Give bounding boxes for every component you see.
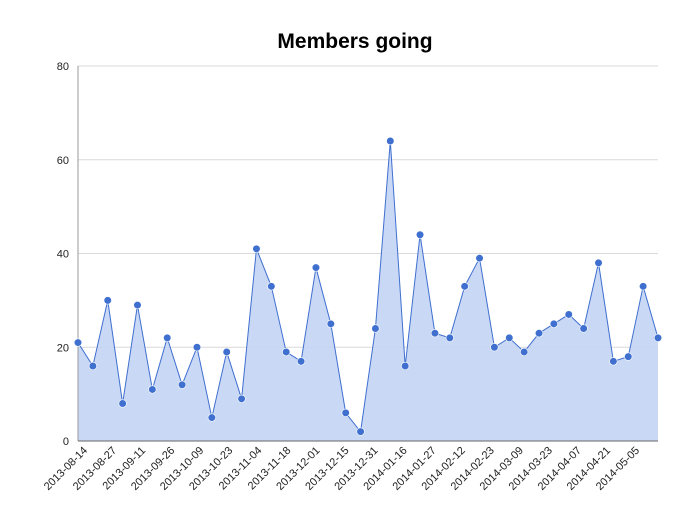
y-tick-label: 20 — [57, 342, 69, 354]
data-point[interactable] — [490, 343, 499, 352]
chart-title: Members going — [277, 30, 432, 53]
data-point[interactable] — [653, 333, 663, 342]
y-tick-label: 60 — [57, 155, 69, 167]
data-point[interactable] — [73, 338, 83, 347]
data-point[interactable] — [549, 319, 558, 328]
data-point[interactable] — [594, 258, 603, 267]
data-point[interactable] — [252, 244, 261, 253]
data-point[interactable] — [326, 319, 335, 328]
data-point[interactable] — [475, 254, 484, 263]
data-point[interactable] — [460, 282, 469, 291]
data-point[interactable] — [311, 263, 321, 272]
y-tick-label: 40 — [57, 249, 69, 261]
series-line — [77, 140, 659, 433]
y-axis-ticks: 0 20 40 60 80 — [57, 61, 69, 448]
data-point[interactable] — [267, 282, 276, 291]
data-points — [73, 136, 663, 436]
data-point[interactable] — [609, 357, 618, 366]
data-point[interactable] — [296, 357, 306, 366]
axes — [77, 66, 658, 442]
data-point[interactable] — [178, 380, 187, 389]
data-point[interactable] — [639, 282, 648, 291]
data-point[interactable] — [520, 347, 529, 357]
data-point[interactable] — [118, 399, 127, 408]
area-fill — [78, 141, 658, 441]
data-point[interactable] — [430, 329, 440, 338]
area-series — [77, 140, 659, 441]
data-point[interactable] — [222, 347, 231, 357]
data-point[interactable] — [371, 324, 380, 333]
data-point[interactable] — [88, 361, 97, 371]
data-point[interactable] — [341, 408, 350, 417]
data-point[interactable] — [415, 230, 425, 239]
data-point[interactable] — [564, 310, 573, 319]
x-axis-ticks: 2013-08-142013-08-272013-09-112013-09-26… — [42, 445, 642, 493]
data-point[interactable] — [386, 136, 395, 146]
data-point[interactable] — [624, 352, 633, 361]
data-point[interactable] — [356, 427, 365, 436]
y-tick-label: 80 — [57, 61, 69, 73]
data-point[interactable] — [148, 385, 157, 394]
data-point[interactable] — [534, 329, 544, 338]
data-point[interactable] — [579, 324, 588, 333]
data-point[interactable] — [163, 333, 172, 342]
data-point[interactable] — [282, 347, 291, 357]
data-point[interactable] — [237, 394, 246, 403]
data-point[interactable] — [192, 343, 202, 352]
data-point[interactable] — [445, 333, 454, 342]
y-tick-label: 0 — [63, 436, 69, 448]
data-point[interactable] — [505, 333, 514, 342]
data-point[interactable] — [103, 296, 112, 305]
data-point[interactable] — [401, 361, 410, 371]
data-point[interactable] — [207, 413, 216, 422]
data-point[interactable] — [133, 300, 142, 310]
